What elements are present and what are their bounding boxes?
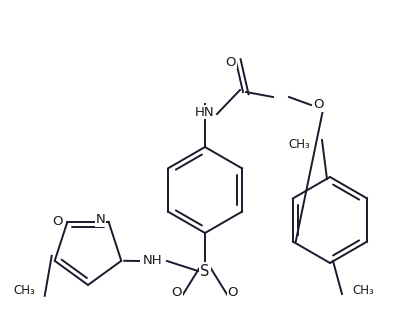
Text: O: O — [225, 56, 236, 68]
Text: O: O — [227, 287, 238, 299]
Text: S: S — [200, 264, 209, 279]
Text: NH: NH — [143, 255, 162, 267]
Text: O: O — [171, 287, 182, 299]
Text: HN: HN — [195, 106, 214, 118]
Text: CH₃: CH₃ — [288, 139, 309, 151]
Text: CH₃: CH₃ — [351, 285, 373, 297]
Text: O: O — [313, 98, 324, 112]
Text: N: N — [95, 213, 105, 226]
Text: CH₃: CH₃ — [13, 284, 34, 297]
Text: O: O — [52, 215, 62, 228]
